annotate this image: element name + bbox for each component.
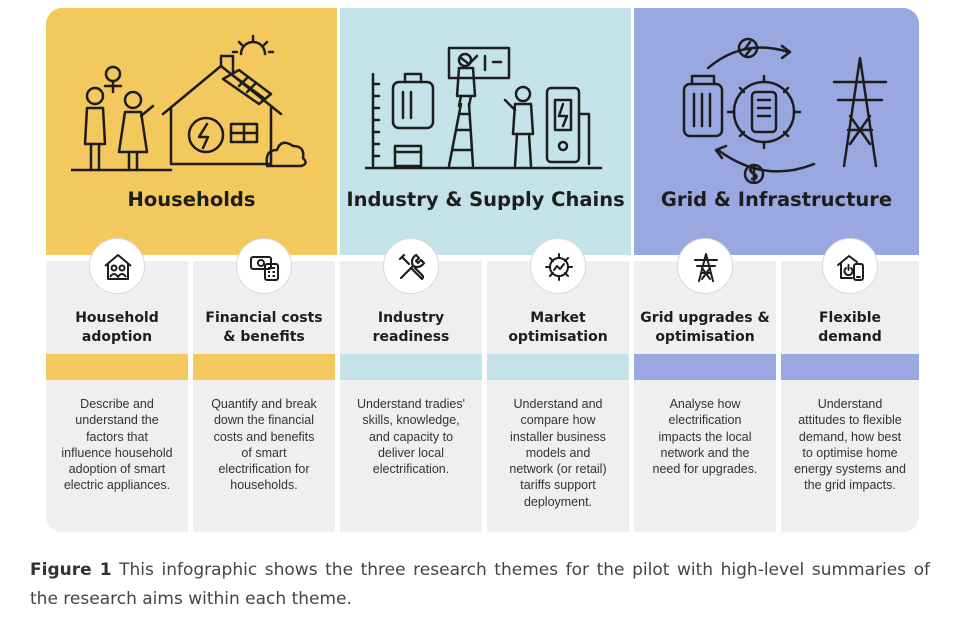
subtheme-card: Understand tradies' skills, knowledge, a… bbox=[340, 238, 482, 532]
family-house-illustration-icon bbox=[71, 34, 307, 172]
theme-industry: Industry & Supply Chains bbox=[340, 8, 631, 532]
research-themes-infographic: Households bbox=[46, 8, 919, 532]
theme-title: Industry & Supply Chains bbox=[346, 188, 625, 211]
subtheme-color-bar bbox=[340, 354, 482, 380]
figure-label: Figure 1 bbox=[30, 560, 112, 580]
subtheme-description: Understand attitudes to flexible demand,… bbox=[794, 397, 906, 493]
subtheme-card: Understand attitudes to flexible demand,… bbox=[781, 238, 919, 532]
subtheme-card: Describe and understand the factors that… bbox=[46, 238, 188, 532]
theme-households-header: Households bbox=[46, 8, 337, 255]
subtheme-title: Flexible demand bbox=[818, 310, 882, 345]
subtheme-title: Industry readiness bbox=[372, 310, 450, 345]
theme-title: Grid & Infrastructure bbox=[660, 188, 893, 211]
home-phone-icon bbox=[822, 238, 878, 294]
subtheme-title: Financial costs & benefits bbox=[205, 310, 323, 345]
subtheme-title: Grid upgrades & optimisation bbox=[640, 310, 770, 345]
theme-households: Households bbox=[46, 8, 337, 532]
subtheme-color-bar bbox=[487, 354, 629, 380]
subtheme-color-bar bbox=[781, 354, 919, 380]
subtheme-description: Understand and compare how installer bus… bbox=[509, 397, 607, 509]
workers-appliances-illustration-icon bbox=[365, 46, 603, 170]
subtheme-color-bar bbox=[193, 354, 335, 380]
theme-industry-header: Industry & Supply Chains bbox=[340, 8, 631, 255]
subtheme-description: Understand tradies' skills, knowledge, a… bbox=[356, 397, 465, 477]
subtheme-description: Describe and understand the factors that… bbox=[61, 397, 173, 493]
figure-caption: Figure 1 This infographic shows the thre… bbox=[30, 556, 930, 614]
subtheme-card: Understand and compare how installer bus… bbox=[487, 238, 629, 532]
gear-chart-icon bbox=[530, 238, 586, 294]
subtheme-description: Analyse how electrification impacts the … bbox=[652, 397, 758, 477]
house-family-icon bbox=[89, 238, 145, 294]
grid-cycle-illustration-icon bbox=[682, 37, 888, 184]
subtheme-description: Quantify and break down the financial co… bbox=[211, 397, 317, 493]
caption-text: This infographic shows the three researc… bbox=[30, 560, 930, 609]
money-calculator-icon bbox=[236, 238, 292, 294]
theme-title: Households bbox=[127, 188, 256, 211]
subtheme-title: Market optimisation bbox=[508, 310, 608, 345]
subtheme-card: Analyse how electrification impacts the … bbox=[634, 238, 776, 532]
subtheme-card: Quantify and break down the financial co… bbox=[193, 238, 335, 532]
theme-grid-header: Grid & Infrastructure bbox=[634, 8, 919, 255]
pylon-icon bbox=[677, 238, 733, 294]
tools-icon bbox=[383, 238, 439, 294]
subtheme-color-bar bbox=[634, 354, 776, 380]
theme-grid: Grid & Infrastructure bbox=[634, 8, 919, 532]
subtheme-title: Household adoption bbox=[75, 310, 159, 345]
subtheme-color-bar bbox=[46, 354, 188, 380]
